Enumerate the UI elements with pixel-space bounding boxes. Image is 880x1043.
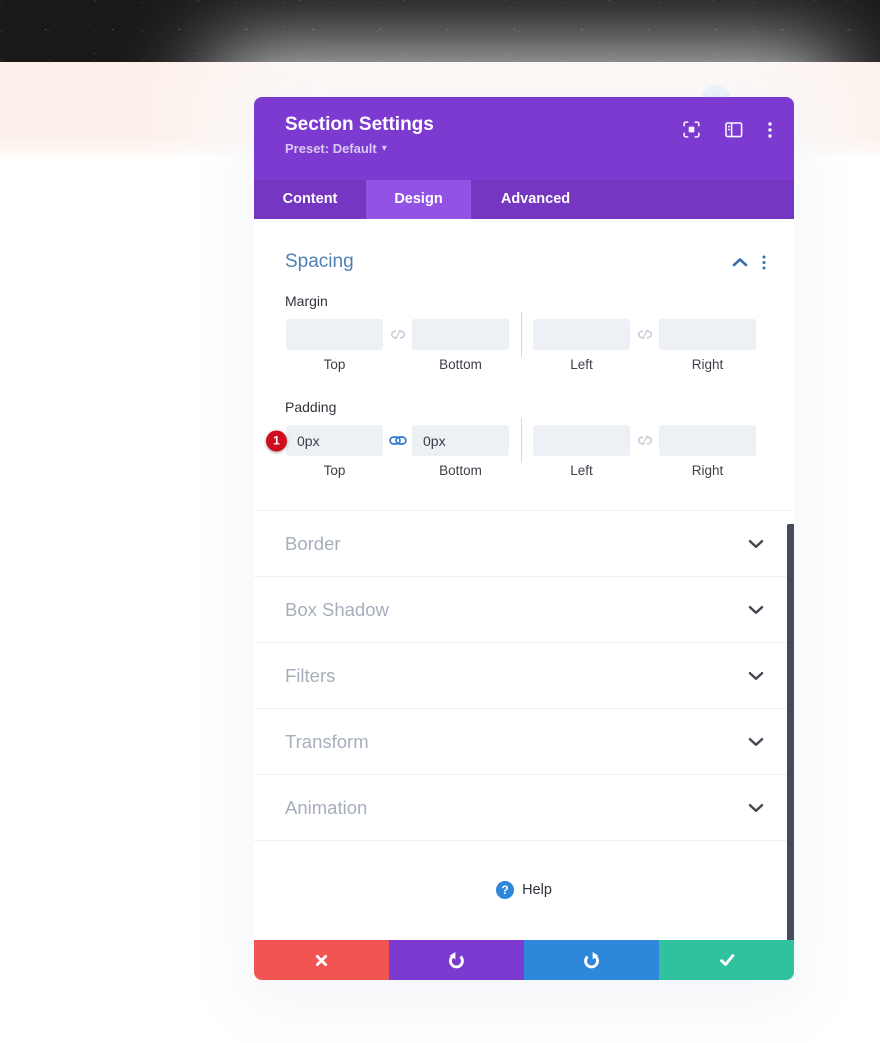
padding-label: Padding bbox=[285, 399, 337, 415]
field-label-top: Top bbox=[323, 463, 346, 478]
preset-label: Preset: Default bbox=[285, 141, 377, 156]
discard-button[interactable] bbox=[254, 940, 389, 980]
redo-icon bbox=[582, 951, 601, 970]
collapse-chevron-up-icon[interactable] bbox=[732, 257, 748, 267]
margin-label: Margin bbox=[285, 293, 328, 309]
undo-icon bbox=[447, 951, 466, 970]
margin-left-input[interactable] bbox=[533, 319, 630, 350]
check-icon bbox=[718, 951, 736, 969]
modal-footer bbox=[254, 940, 794, 980]
help-question-icon: ? bbox=[496, 881, 515, 899]
padding-bottom-input[interactable] bbox=[412, 425, 509, 456]
field-label-left: Left bbox=[570, 357, 593, 372]
chevron-down-icon bbox=[748, 671, 764, 681]
field-label-right: Right bbox=[691, 463, 724, 478]
redo-button[interactable] bbox=[524, 940, 659, 980]
padding-inputs-row: 1 bbox=[254, 418, 794, 463]
zoom-focus-icon[interactable] bbox=[683, 121, 700, 138]
help-link[interactable]: ? Help bbox=[254, 840, 794, 939]
preset-selector[interactable]: Preset: Default ▾ bbox=[285, 141, 772, 156]
top-black-bar bbox=[0, 0, 880, 62]
undo-button[interactable] bbox=[389, 940, 524, 980]
chevron-down-icon bbox=[748, 803, 764, 813]
chevron-down-icon bbox=[748, 737, 764, 747]
annotation-badge-1: 1 bbox=[266, 430, 287, 451]
margin-field-labels: Top Bottom Left Right bbox=[254, 357, 794, 373]
margin-right-input[interactable] bbox=[659, 319, 756, 350]
chevron-down-icon bbox=[748, 605, 764, 615]
field-label-left: Left bbox=[570, 463, 593, 478]
section-title: Box Shadow bbox=[285, 598, 389, 620]
modal-tabbar: Content Design Advanced bbox=[254, 180, 794, 219]
pair-divider bbox=[521, 312, 522, 357]
padding-right-input[interactable] bbox=[659, 425, 756, 456]
chevron-down-icon bbox=[748, 539, 764, 549]
section-row-box-shadow[interactable]: Box Shadow bbox=[254, 576, 794, 642]
padding-field-labels: Top Bottom Left Right bbox=[254, 463, 794, 479]
modal-body: Spacing Margin bbox=[254, 219, 794, 940]
section-row-border[interactable]: Border bbox=[254, 510, 794, 576]
section-title: Border bbox=[285, 532, 341, 554]
field-label-bottom: Bottom bbox=[439, 463, 482, 478]
section-row-transform[interactable]: Transform bbox=[254, 708, 794, 774]
spacing-kebab-menu-icon[interactable] bbox=[762, 255, 766, 270]
caret-down-icon: ▾ bbox=[381, 142, 387, 154]
margin-bottom-input[interactable] bbox=[412, 319, 509, 350]
modal-header: Section Settings Preset: Default ▾ bbox=[254, 97, 794, 180]
padding-left-input[interactable] bbox=[533, 425, 630, 456]
unlink-icon[interactable] bbox=[383, 328, 412, 341]
spacing-section-title[interactable]: Spacing bbox=[285, 251, 354, 272]
save-button[interactable] bbox=[659, 940, 794, 980]
kebab-menu-icon[interactable] bbox=[768, 121, 772, 138]
field-label-top: Top bbox=[323, 357, 346, 372]
pair-divider bbox=[521, 418, 522, 463]
padding-top-input[interactable] bbox=[286, 425, 383, 456]
unlink-icon[interactable] bbox=[630, 434, 659, 447]
section-title: Filters bbox=[285, 664, 336, 686]
margin-inputs-row bbox=[254, 312, 794, 357]
tab-content[interactable]: Content bbox=[282, 191, 338, 207]
tab-advanced[interactable]: Advanced bbox=[500, 191, 571, 207]
split-view-icon[interactable] bbox=[725, 121, 743, 138]
modal-scrollbar-thumb[interactable] bbox=[787, 524, 794, 940]
section-row-filters[interactable]: Filters bbox=[254, 642, 794, 708]
section-settings-modal: Section Settings Preset: Default ▾ bbox=[254, 97, 794, 980]
section-title: Transform bbox=[285, 730, 369, 752]
field-label-right: Right bbox=[691, 357, 724, 372]
modal-title: Section Settings bbox=[285, 114, 434, 135]
unlink-icon[interactable] bbox=[630, 328, 659, 341]
section-row-animation[interactable]: Animation bbox=[254, 774, 794, 840]
collapsed-sections: Border Box Shadow Filters Transform bbox=[254, 510, 794, 840]
tab-design[interactable]: Design bbox=[366, 180, 471, 219]
help-label: Help bbox=[522, 882, 552, 898]
field-label-bottom: Bottom bbox=[439, 357, 482, 372]
x-icon bbox=[314, 953, 329, 968]
section-title: Animation bbox=[285, 796, 368, 818]
margin-top-input[interactable] bbox=[286, 319, 383, 350]
link-icon[interactable] bbox=[383, 434, 412, 447]
